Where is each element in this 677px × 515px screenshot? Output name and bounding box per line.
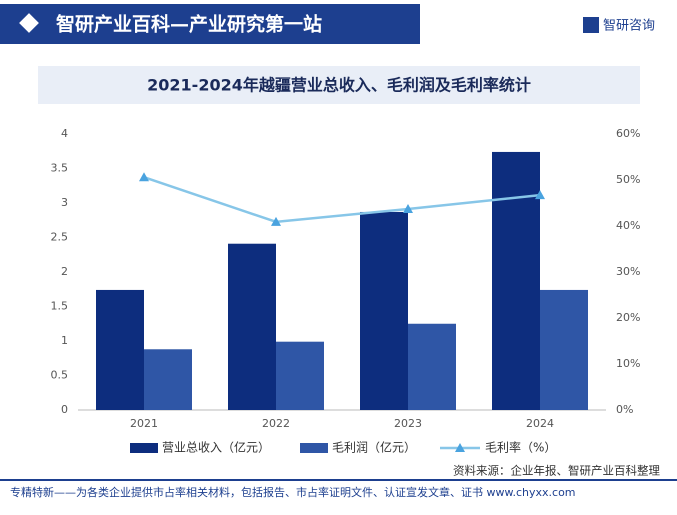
y-tick-label: 1.5 xyxy=(51,300,69,313)
source: 资料来源：企业年报、智研产业百科整理 xyxy=(453,464,660,478)
bar xyxy=(540,289,588,410)
logo-text: 智研咨询 xyxy=(603,19,655,34)
logo-icon xyxy=(583,17,599,33)
legend-label: 毛利润（亿元） xyxy=(332,440,416,455)
bar xyxy=(408,323,456,410)
y2-tick-label: 60% xyxy=(616,127,640,140)
y2-tick-label: 10% xyxy=(616,357,640,370)
bar xyxy=(492,151,540,410)
chart-title: 2021-2024年越疆营业总收入、毛利润及毛利率统计 xyxy=(147,76,531,95)
legend-swatch xyxy=(300,443,328,453)
x-tick-label: 2021 xyxy=(130,417,158,430)
y2-tick-label: 50% xyxy=(616,173,640,186)
y-tick-label: 1 xyxy=(61,334,68,347)
marker xyxy=(139,172,149,182)
x-tick-label: 2022 xyxy=(262,417,290,430)
marker xyxy=(271,216,281,226)
bar xyxy=(360,211,408,410)
y2-tick-label: 0% xyxy=(616,403,633,416)
footer: 专精特新——为各类企业提供市占率相关材料，包括报告、市占率证明文件、认证宣发文章… xyxy=(10,485,576,499)
y-tick-label: 4 xyxy=(61,127,68,140)
plot: 00.511.522.533.540%10%20%30%40%50%60%202… xyxy=(51,127,641,455)
bar xyxy=(96,289,144,410)
y2-tick-label: 20% xyxy=(616,311,640,324)
x-tick-label: 2024 xyxy=(526,417,554,430)
y-tick-label: 3.5 xyxy=(51,162,69,175)
y-tick-label: 0 xyxy=(61,403,68,416)
y2-tick-label: 40% xyxy=(616,219,640,232)
marker xyxy=(535,190,545,200)
y-tick-label: 3 xyxy=(61,196,68,209)
y2-tick-label: 30% xyxy=(616,265,640,278)
bar xyxy=(228,243,276,410)
header-bar xyxy=(0,4,420,44)
legend-marker xyxy=(455,443,465,452)
bar xyxy=(276,341,324,410)
legend-label: 营业总收入（亿元） xyxy=(162,440,270,455)
legend-label: 毛利率（%） xyxy=(485,440,556,455)
legend-swatch xyxy=(130,443,158,453)
bar xyxy=(144,349,192,410)
header-title: 智研产业百科—产业研究第一站 xyxy=(56,13,322,36)
marker xyxy=(403,203,413,213)
y-tick-label: 2.5 xyxy=(51,231,69,244)
y-tick-label: 2 xyxy=(61,265,68,278)
title-box xyxy=(38,66,640,104)
x-tick-label: 2023 xyxy=(394,417,422,430)
y-tick-label: 0.5 xyxy=(51,369,69,382)
line xyxy=(143,176,541,224)
